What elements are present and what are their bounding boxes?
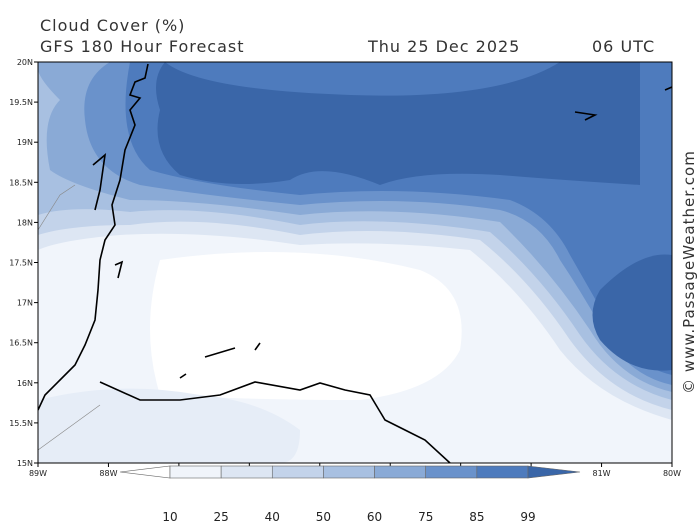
date: Thu 25 Dec 2025 — [367, 37, 520, 56]
colorbar-label: 10 — [162, 510, 177, 524]
colorbar-segment — [476, 465, 529, 479]
lat-label: 15.5N — [9, 419, 33, 428]
lon-label: 89W — [29, 469, 47, 478]
lat-label: 16.5N — [9, 339, 33, 348]
title: Cloud Cover (%) — [40, 16, 185, 35]
colorbar-segment — [169, 465, 222, 479]
lat-label: 19.5N — [9, 98, 33, 107]
lat-label: 17N — [17, 299, 33, 308]
lat-label: 18.5N — [9, 178, 33, 187]
lat-label: 20N — [17, 58, 33, 67]
colorbar-label: 75 — [418, 510, 433, 524]
lat-label: 18N — [17, 218, 33, 227]
colorbar-segment — [374, 465, 427, 479]
colorbar-label: 99 — [520, 510, 535, 524]
cloud-field — [38, 62, 672, 463]
colorbar-segment — [271, 465, 324, 479]
lon-label: 81W — [593, 469, 611, 478]
colorbar-segment — [220, 465, 273, 479]
lat-label: 16N — [17, 379, 33, 388]
lat-label: 17.5N — [9, 259, 33, 268]
subtitle: GFS 180 Hour Forecast — [40, 37, 245, 56]
colorbar-label: 25 — [214, 510, 229, 524]
colorbar-label: 60 — [367, 510, 382, 524]
colorbar-label: 40 — [265, 510, 280, 524]
lon-label: 80W — [663, 469, 681, 478]
lat-label: 15N — [17, 459, 33, 468]
colorbar-low — [119, 465, 171, 479]
colorbar-label: 85 — [469, 510, 484, 524]
colorbar-segment — [425, 465, 478, 479]
colorbar-high — [527, 465, 581, 479]
lat-label: 19N — [17, 138, 33, 147]
watermark: © www.PassageWeather.com — [680, 150, 698, 394]
time: 06 UTC — [592, 37, 655, 56]
colorbar-label: 50 — [316, 510, 331, 524]
lon-label: 88W — [99, 469, 117, 478]
colorbar-segment — [323, 465, 375, 479]
